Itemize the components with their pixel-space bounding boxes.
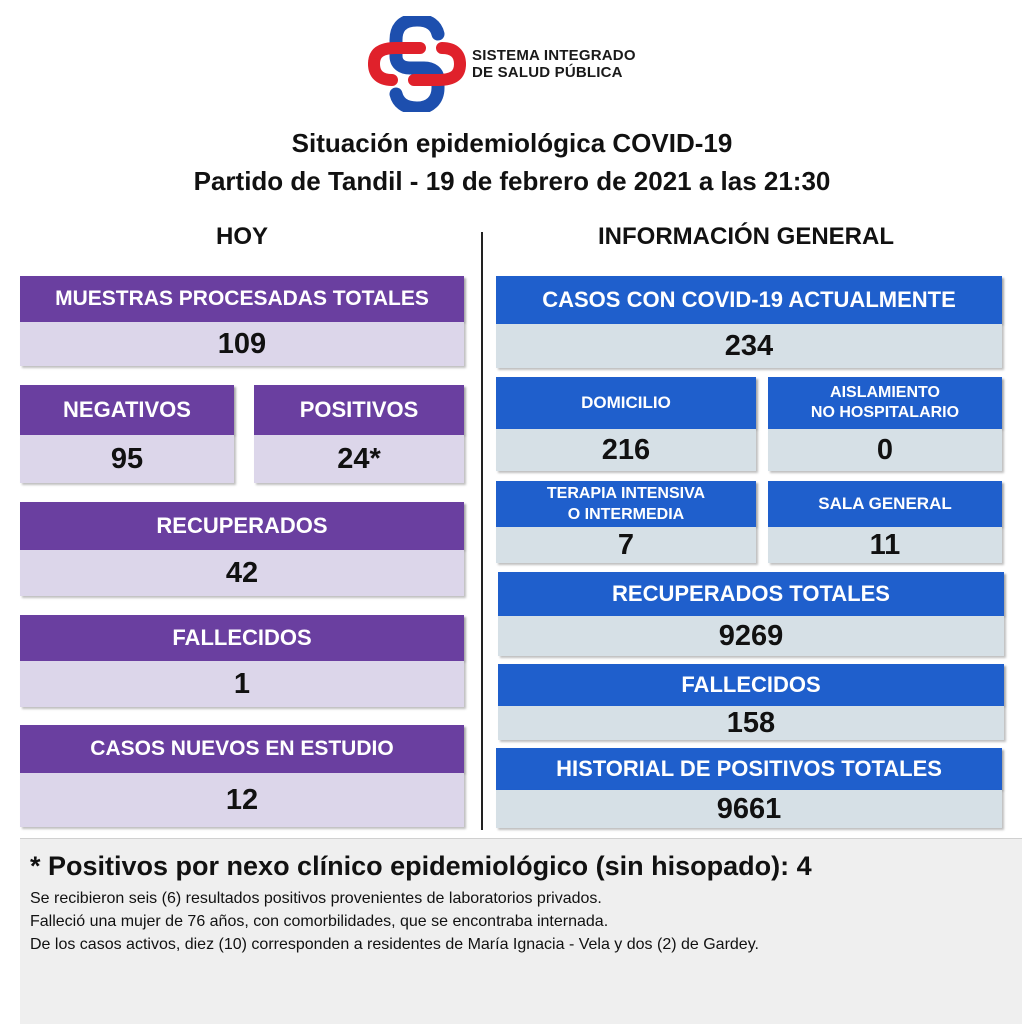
- hoy-heading: HOY: [215, 223, 268, 250]
- positivos-label: POSITIVOS: [254, 385, 464, 435]
- positivos-value: 24*: [254, 435, 464, 483]
- sala-general-value: 11: [768, 527, 1002, 563]
- casos-nuevos-value: 12: [20, 773, 464, 827]
- general-heading: INFORMACIÓN GENERAL: [598, 223, 894, 250]
- terapia-label-line-2: O INTERMEDIA: [567, 506, 685, 523]
- title-line-2: Partido de Tandil - 19 de febrero de 202…: [193, 166, 831, 196]
- logo-line-1: SISTEMA INTEGRADO: [472, 47, 636, 64]
- recuperados-label: RECUPERADOS: [20, 502, 464, 550]
- aislamiento-value: 0: [768, 429, 1002, 471]
- fallecidos-hoy-label: FALLECIDOS: [20, 615, 464, 661]
- title-line-1: Situación epidemiológica COVID-19: [291, 128, 733, 158]
- notes-line-1: Se recibieron seis (6) resultados positi…: [30, 890, 602, 907]
- muestras-label: MUESTRAS PROCESADAS TOTALES: [20, 276, 464, 322]
- negativos-value: 95: [20, 435, 234, 483]
- notes-line-2: Falleció una mujer de 76 años, con comor…: [30, 913, 609, 930]
- terapia-label-line-1: TERAPIA INTENSIVA: [546, 485, 706, 502]
- casos-actuales-label: CASOS CON COVID-19 ACTUALMENTE: [496, 276, 1002, 324]
- fallecidos-hoy-value: 1: [20, 661, 464, 707]
- muestras-value: 109: [20, 322, 464, 366]
- recuperados-value: 42: [20, 550, 464, 596]
- notes-panel: * Positivos por nexo clínico epidemiológ…: [20, 838, 1022, 1024]
- domicilio-label: DOMICILIO: [496, 377, 756, 429]
- logo-line-2: DE SALUD PÚBLICA: [472, 64, 623, 81]
- terapia-label: TERAPIA INTENSIVA O INTERMEDIA: [496, 481, 756, 527]
- notes-line-3: De los casos activos, diez (10) correspo…: [30, 936, 759, 953]
- recuperados-totales-value: 9269: [498, 616, 1004, 656]
- aislamiento-label-line-2: NO HOSPITALARIO: [810, 404, 960, 421]
- domicilio-value: 216: [496, 429, 756, 471]
- fallecidos-general-value: 158: [498, 706, 1004, 740]
- page-title: Situación epidemiológica COVID-19 Partid…: [0, 124, 1024, 200]
- recuperados-totales-label: RECUPERADOS TOTALES: [498, 572, 1004, 616]
- logo: [362, 13, 472, 115]
- casos-actuales-value: 234: [496, 324, 1002, 368]
- sala-general-label: SALA GENERAL: [768, 481, 1002, 527]
- casos-nuevos-label: CASOS NUEVOS EN ESTUDIO: [20, 725, 464, 773]
- historial-value: 9661: [496, 790, 1002, 828]
- fallecidos-general-label: FALLECIDOS: [498, 664, 1004, 706]
- sisp-logo-icon: [368, 13, 466, 115]
- aislamiento-label-line-1: AISLAMIENTO: [830, 384, 940, 401]
- notes-main: * Positivos por nexo clínico epidemiológ…: [30, 851, 812, 881]
- logo-text: SISTEMA INTEGRADO DE SALUD PÚBLICA: [472, 47, 672, 81]
- historial-label: HISTORIAL DE POSITIVOS TOTALES: [496, 748, 1002, 790]
- terapia-value: 7: [496, 527, 756, 563]
- aislamiento-label: AISLAMIENTO NO HOSPITALARIO: [768, 377, 1002, 429]
- negativos-label: NEGATIVOS: [20, 385, 234, 435]
- column-divider: [481, 232, 483, 830]
